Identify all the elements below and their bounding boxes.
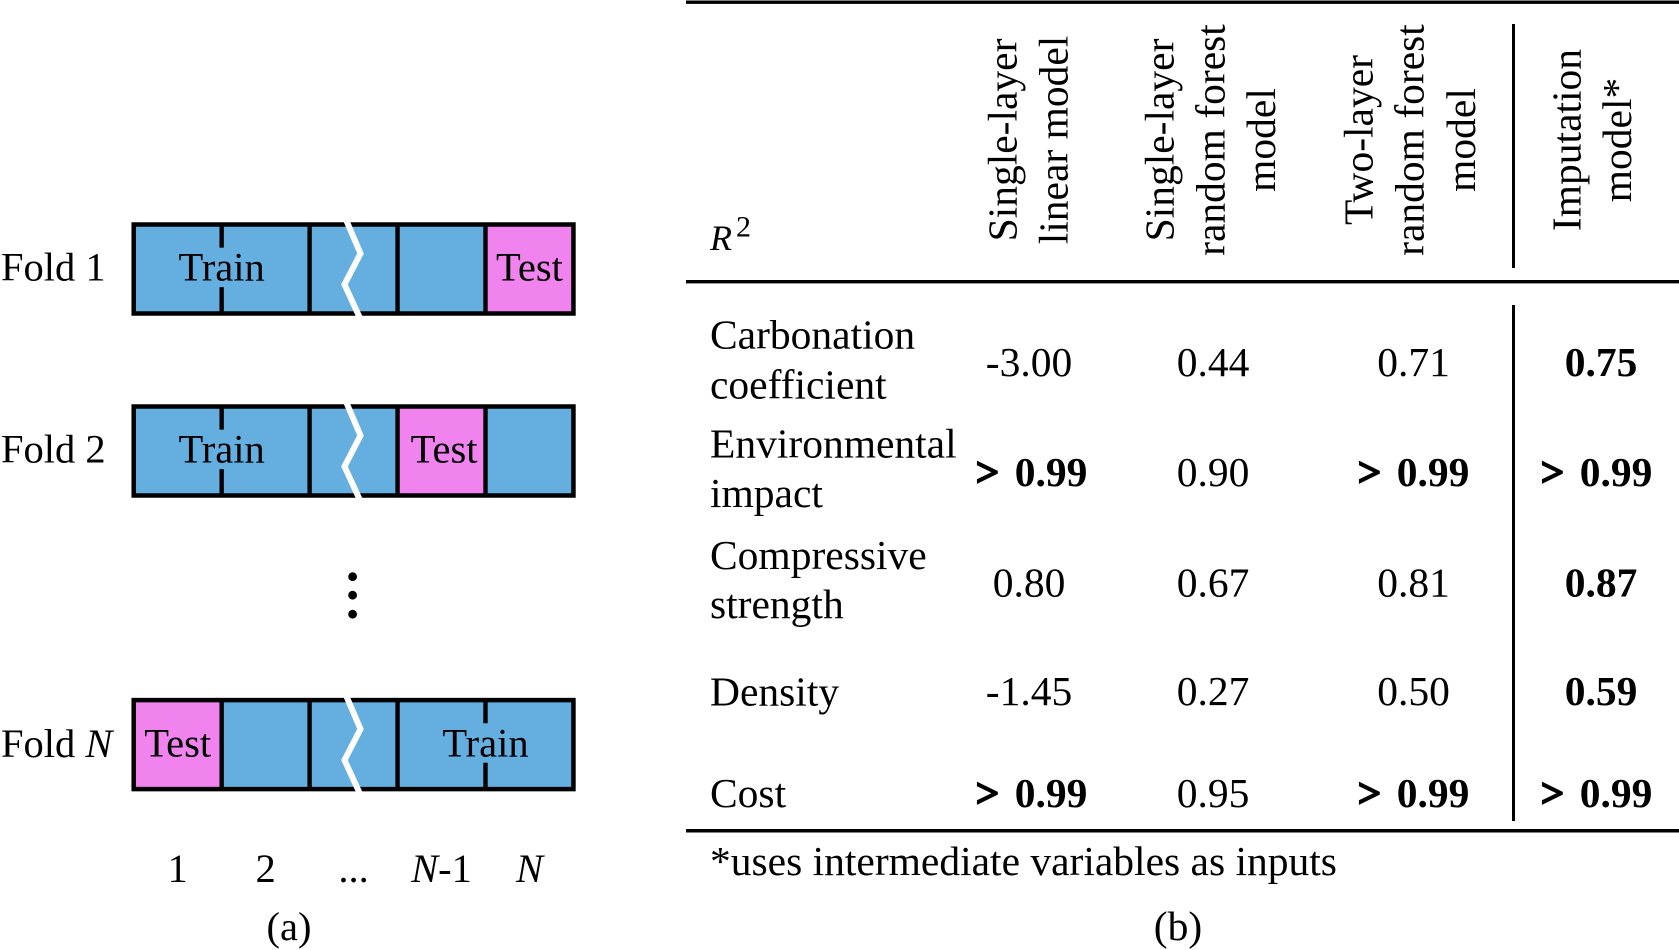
svg-text:Fold N: Fold N (1, 721, 114, 766)
svg-text:linear model: linear model (1031, 36, 1077, 245)
svg-text:> 0.99: > 0.99 (1541, 449, 1653, 495)
svg-text:0.27: 0.27 (1177, 668, 1250, 714)
svg-text:(a): (a) (267, 904, 312, 949)
svg-text:0.50: 0.50 (1377, 668, 1450, 714)
svg-text:N: N (515, 846, 545, 891)
svg-text:Fold 1: Fold 1 (1, 245, 106, 290)
svg-text:> 0.99: > 0.99 (1358, 770, 1470, 816)
svg-text:random forest: random forest (1387, 24, 1433, 256)
svg-text:0.67: 0.67 (1177, 560, 1250, 606)
svg-text:...: ... (338, 846, 368, 891)
svg-text:model: model (1238, 88, 1284, 192)
svg-text:> 0.99: > 0.99 (1358, 449, 1470, 495)
svg-text:Compressive: Compressive (710, 532, 927, 578)
svg-text:strength: strength (710, 581, 844, 627)
svg-text:(b): (b) (1154, 903, 1202, 950)
svg-text:Test: Test (496, 245, 564, 290)
svg-text:0.75: 0.75 (1565, 339, 1638, 385)
svg-text:Single-layer: Single-layer (980, 38, 1026, 241)
svg-text:0.90: 0.90 (1177, 449, 1250, 495)
svg-text:-3.00: -3.00 (986, 339, 1072, 385)
svg-text:Train: Train (179, 245, 265, 290)
svg-text:N-1: N-1 (410, 846, 472, 891)
svg-text:1: 1 (168, 846, 188, 891)
svg-text:0.59: 0.59 (1565, 668, 1638, 714)
svg-text:Density: Density (710, 669, 839, 715)
svg-text:> 0.99: > 0.99 (1541, 770, 1653, 816)
svg-text:Train: Train (442, 720, 528, 765)
svg-text:-1.45: -1.45 (986, 668, 1072, 714)
svg-text:random forest: random forest (1188, 24, 1234, 256)
svg-text:Environmental: Environmental (710, 421, 957, 467)
svg-text:*uses intermediate variables a: *uses intermediate variables as inputs (710, 838, 1337, 884)
svg-text:0.81: 0.81 (1377, 560, 1450, 606)
svg-text:Test: Test (144, 720, 212, 765)
svg-text:2: 2 (256, 846, 276, 891)
svg-text:Cost: Cost (710, 770, 787, 816)
svg-text:> 0.99: > 0.99 (976, 449, 1088, 495)
svg-text:0.80: 0.80 (993, 560, 1066, 606)
svg-text:coefficient: coefficient (710, 362, 887, 408)
svg-text:model: model (1438, 88, 1484, 192)
svg-text:Test: Test (411, 427, 479, 472)
svg-text:0.71: 0.71 (1377, 339, 1450, 385)
svg-text:Imputation: Imputation (1544, 49, 1590, 231)
svg-text:0.95: 0.95 (1177, 770, 1250, 816)
svg-text:Fold 2: Fold 2 (1, 427, 106, 472)
svg-text:Train: Train (179, 427, 265, 472)
svg-text:Two-layer: Two-layer (1336, 55, 1382, 225)
svg-text:model*: model* (1594, 78, 1640, 202)
svg-text:> 0.99: > 0.99 (976, 770, 1088, 816)
svg-text:0.87: 0.87 (1565, 560, 1638, 606)
svg-text:0.44: 0.44 (1177, 339, 1250, 385)
svg-text:Single-layer: Single-layer (1137, 38, 1183, 241)
svg-text:Carbonation: Carbonation (710, 312, 915, 358)
svg-text:impact: impact (710, 470, 823, 516)
